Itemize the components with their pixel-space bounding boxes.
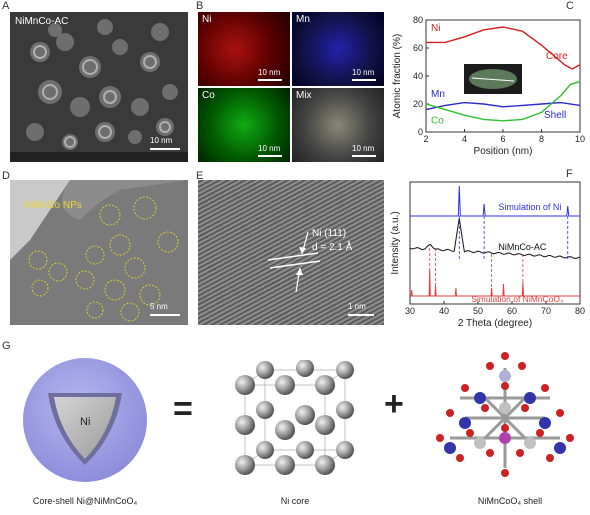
eds-mix-scale-bar <box>352 155 376 157</box>
panel-a-title: NiMnCo-AC <box>15 16 69 27</box>
chart-c-ylabel: Atomic fraction (%) <box>392 34 403 118</box>
chart-f-xtick-label-1: 40 <box>439 306 449 316</box>
equals-sign: = <box>173 390 193 428</box>
eds-map-co: Co 10 nm <box>198 88 290 162</box>
caption-ni-core: Ni core <box>280 496 310 506</box>
chart-f-series-oxide-sim <box>410 269 580 297</box>
chart-f-xtick-label-5: 80 <box>575 306 585 316</box>
chart-c-ytick-label-1: 20 <box>413 99 423 109</box>
xrd-chart: 30 40 50 60 70 80 2 Theta (degree) Intensity (a… <box>390 181 585 329</box>
panel-a-scale-label: 10 nm <box>150 136 173 145</box>
chart-c-xtick-label-0: 2 <box>423 134 428 144</box>
panel-a-scale-bar <box>150 148 180 150</box>
eds-co-label: Co <box>202 90 215 101</box>
chart-c-series-ni <box>426 26 581 70</box>
eds-ni-scale: 10 nm <box>258 68 281 77</box>
panel-label-a: A <box>2 0 10 12</box>
panel-label-f: F <box>566 168 573 180</box>
eds-mn-scale-bar <box>352 79 376 81</box>
eds-map-mix: Mix 10 nm <box>292 88 384 162</box>
chart-c-annotation-shell: Shell <box>544 110 566 121</box>
chart-c-series-label-2: Co <box>431 116 444 127</box>
chart-c-series-mn <box>425 101 581 111</box>
panel-d-title: NiMnCo NPs <box>24 200 82 211</box>
eds-mix-scale: 10 nm <box>352 144 375 153</box>
chart-c-series-co <box>425 80 581 122</box>
panel-label-b: B <box>196 0 204 12</box>
chart-f-xtick-label-4: 70 <box>541 306 551 316</box>
panel-e-scale-label: 1 nm <box>348 302 366 311</box>
chart-c-inset-scanline <box>471 77 515 82</box>
chart-f-xtick-label-0: 30 <box>405 306 415 316</box>
caption-shell: NiMnCoO₄ shell <box>477 496 543 506</box>
core-shell-diagram: Ni <box>23 358 147 482</box>
panel-label-g: G <box>2 340 11 352</box>
eds-mn-scale: 10 nm <box>352 68 375 77</box>
chart-f-series-measured <box>409 218 581 260</box>
eds-ni-scale-bar <box>258 79 282 81</box>
chart-f-series-ni-sim <box>410 185 580 217</box>
eds-map-mn: Mn 10 nm <box>292 12 384 86</box>
chart-f-xtick-label-2: 50 <box>473 306 483 316</box>
eds-mix-label: Mix <box>296 90 312 101</box>
panel-e-scale-bar <box>348 314 374 316</box>
chart-f-series-label-oxide-sim: Simulation of NiMnCoO₄ <box>471 294 564 304</box>
chart-c-series-label-1: Mn <box>431 89 445 100</box>
chart-c-annotation-core: Core <box>546 51 568 62</box>
atomic-fraction-chart: 2 4 6 8 10 0 20 40 60 80 Position (nm) Atomic fract… <box>392 15 585 157</box>
chart-f-series-label-ni-sim: Simulation of Ni <box>498 202 561 212</box>
hrtem-lattice-e: Ni (111) d = 2.1 Å 1 nm <box>198 180 384 325</box>
panel-label-c: C <box>566 0 574 12</box>
eds-ni-label: Ni <box>202 14 212 25</box>
panel-label-d: D <box>2 170 10 182</box>
chart-c-series-label-0: Ni <box>431 23 440 34</box>
eds-co-scale-bar <box>258 155 282 157</box>
chart-c-ytick-label-2: 40 <box>413 71 423 81</box>
panel-d-scale-label: 5 nm <box>150 302 168 311</box>
chart-c-ytick-label-4: 80 <box>413 15 423 25</box>
caption-core-shell: Core-shell Ni@NiMnCoO₄ <box>32 496 138 506</box>
lattice-plane-label: Ni (111) <box>312 228 347 239</box>
core-ni-label: Ni <box>80 416 90 428</box>
ni-core <box>54 397 116 459</box>
plus-sign: + <box>384 385 404 423</box>
chart-f-ylabel: Intensity (a.u.) <box>390 211 401 274</box>
eds-map-ni: Ni 10 nm <box>198 12 290 86</box>
hrtem-image-d: NiMnCo NPs 5 nm <box>10 180 188 325</box>
chart-c-ytick-label-3: 60 <box>413 43 423 53</box>
chart-c-xtick-label-4: 10 <box>575 134 585 144</box>
chart-f-xtick-label-3: 60 <box>507 306 517 316</box>
chart-f-xlabel: 2 Theta (degree) <box>458 318 532 329</box>
chart-c-xtick-label-2: 6 <box>500 134 505 144</box>
chart-c-xtick-label-1: 4 <box>462 134 467 144</box>
chart-c-xlabel: Position (nm) <box>474 146 533 157</box>
particle-texture <box>10 12 188 162</box>
ni-core-lattice <box>235 360 354 475</box>
lattice-spacing-label: d = 2.1 Å <box>312 242 353 253</box>
chart-f-frame <box>409 181 581 305</box>
nps-overlay <box>10 180 188 325</box>
panel-label-e: E <box>196 170 204 182</box>
chart-c-xtick-label-3: 8 <box>539 134 544 144</box>
chart-c-ytick-label-0: 0 <box>418 127 423 137</box>
nimncoo4-shell-structure <box>436 352 574 477</box>
panel-d-scale-bar <box>150 314 180 316</box>
haadf-image-a: NiMnCo-AC 10 nm <box>10 12 188 162</box>
chart-f-series-label-measured: NiMnCo-AC <box>498 242 547 252</box>
eds-map-grid: Ni 10 nm Mn 10 nm Co 10 nm Mix 10 nm <box>198 12 384 162</box>
lattice-annotations <box>267 231 321 293</box>
eds-co-scale: 10 nm <box>258 144 281 153</box>
eds-mn-label: Mn <box>296 14 310 25</box>
